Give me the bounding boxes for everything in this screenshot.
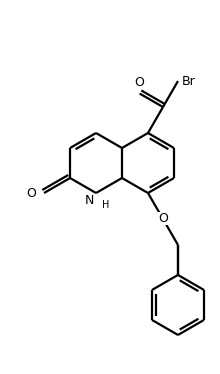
Text: O: O [135,76,145,89]
Text: O: O [158,212,168,226]
Text: O: O [26,187,36,199]
Text: H: H [102,200,109,210]
Text: Br: Br [182,74,196,88]
Text: N: N [85,194,94,207]
